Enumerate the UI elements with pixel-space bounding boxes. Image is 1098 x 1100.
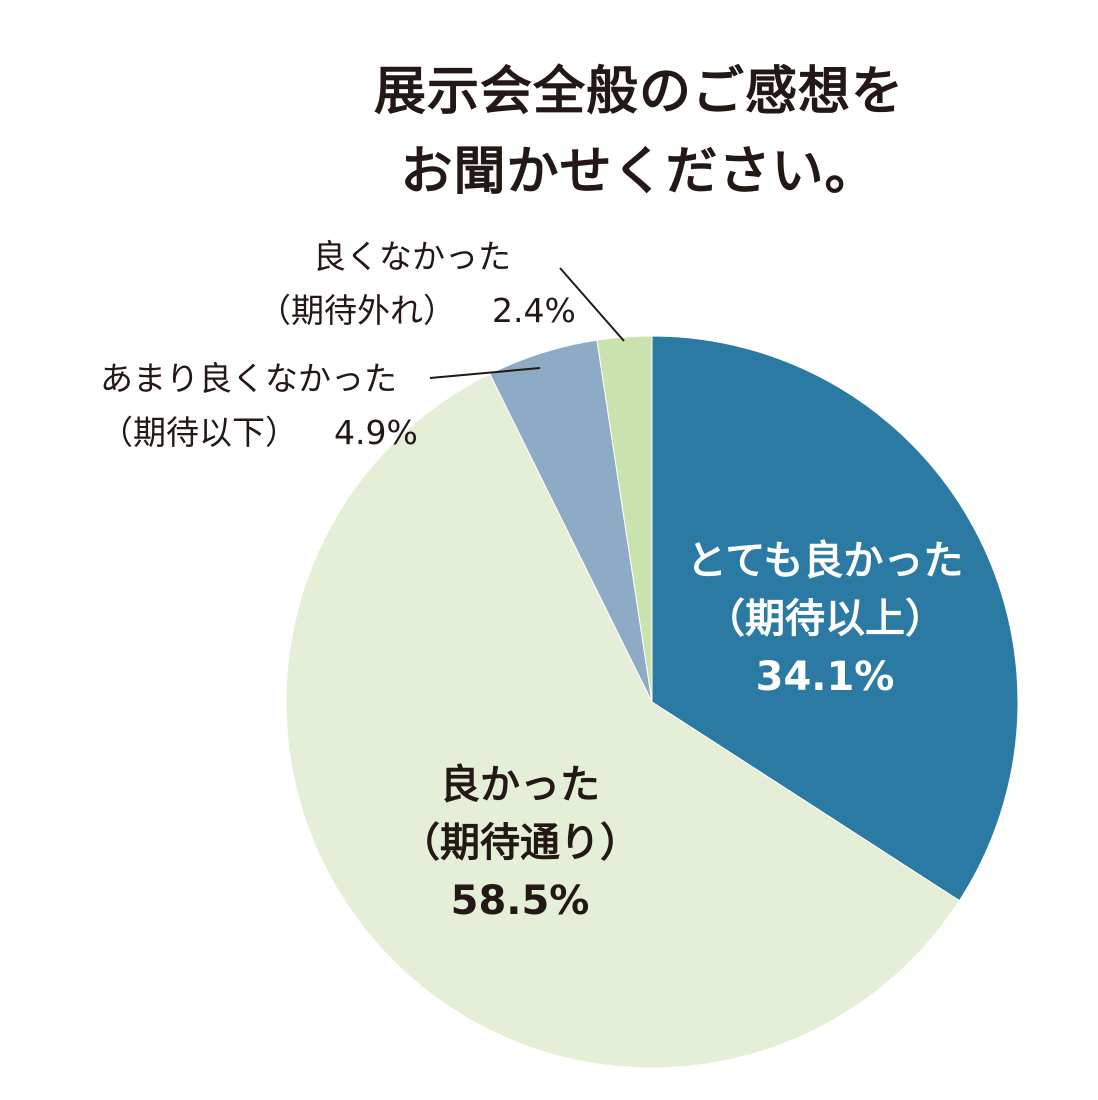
slice-label-very-good-line-1: とても良かった bbox=[686, 538, 964, 584]
slice-label-good-line-1: 良かった bbox=[440, 762, 600, 808]
slice-label-not-good-line-2-row: （期待外れ） 2.4% bbox=[258, 284, 576, 338]
slice-label-good-line-2: （期待通り） bbox=[400, 820, 640, 866]
leader-line-somewhat-not-good bbox=[429, 367, 541, 379]
leader-line-not-good bbox=[559, 267, 625, 342]
slice-label-somewhat-not-good-line-1: あまり良くなかった bbox=[100, 359, 397, 398]
pie-slice-very-good bbox=[651, 335, 1019, 902]
chart-title-line-1: 展示会全般のご感想を bbox=[373, 62, 904, 122]
slice-label-good-value: 58.5% bbox=[450, 878, 590, 924]
slice-label-not-good-line-1: 良くなかった bbox=[313, 237, 511, 276]
slice-label-somewhat-not-good-value: 4.9% bbox=[334, 413, 418, 452]
slice-label-not-good-value: 2.4% bbox=[492, 291, 576, 330]
chart-title-line-2: お聞かせください。 bbox=[400, 142, 878, 202]
slice-label-very-good: とても良かった （期待以上） 34.1% bbox=[660, 532, 990, 706]
chart-title: 展示会全般のご感想を お聞かせください。 bbox=[0, 52, 1098, 212]
slice-label-somewhat-not-good-line-2: （期待以下） bbox=[100, 413, 298, 452]
slice-label-somewhat-not-good-line-2-row: （期待以下） 4.9% bbox=[100, 406, 418, 460]
pie-slice-good bbox=[285, 373, 961, 1069]
slice-label-somewhat-not-good: あまり良くなかった （期待以下） 4.9% bbox=[100, 352, 418, 460]
slice-label-very-good-line-2: （期待以上） bbox=[705, 596, 945, 642]
slice-label-not-good-line-2: （期待外れ） bbox=[258, 291, 456, 330]
slice-label-not-good: 良くなかった （期待外れ） 2.4% bbox=[258, 230, 576, 338]
pie-slice-not-good bbox=[596, 335, 653, 703]
slice-label-very-good-value: 34.1% bbox=[755, 654, 895, 700]
slice-label-good: 良かった （期待通り） 58.5% bbox=[360, 756, 680, 930]
